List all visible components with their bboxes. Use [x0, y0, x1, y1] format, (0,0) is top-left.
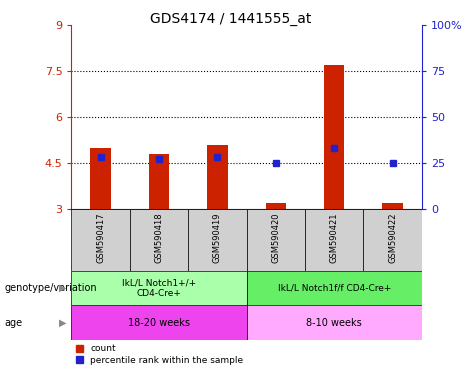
- Bar: [71, 271, 247, 305]
- Bar: [207, 145, 228, 209]
- Text: ▶: ▶: [59, 283, 67, 293]
- Text: 18-20 weeks: 18-20 weeks: [128, 318, 190, 328]
- Text: 8-10 weeks: 8-10 weeks: [307, 318, 362, 328]
- Text: GSM590419: GSM590419: [213, 212, 222, 263]
- Text: IkL/L Notch1+/+
CD4-Cre+: IkL/L Notch1+/+ CD4-Cre+: [122, 278, 196, 298]
- Bar: [90, 148, 111, 209]
- Bar: [247, 209, 305, 271]
- Bar: [71, 305, 247, 340]
- Bar: [188, 209, 247, 271]
- Text: genotype/variation: genotype/variation: [5, 283, 97, 293]
- Legend: count, percentile rank within the sample: count, percentile rank within the sample: [76, 344, 243, 365]
- Text: GSM590417: GSM590417: [96, 212, 105, 263]
- Text: GSM590420: GSM590420: [272, 212, 280, 263]
- Bar: [247, 305, 422, 340]
- Bar: [71, 209, 130, 271]
- Bar: [247, 271, 422, 305]
- Text: ▶: ▶: [59, 318, 67, 328]
- Text: GSM590422: GSM590422: [388, 212, 397, 263]
- Text: age: age: [5, 318, 23, 328]
- Bar: [363, 209, 422, 271]
- Bar: [130, 209, 188, 271]
- Bar: [324, 65, 344, 209]
- Bar: [305, 209, 363, 271]
- Bar: [266, 203, 286, 209]
- Text: GDS4174 / 1441555_at: GDS4174 / 1441555_at: [150, 12, 311, 25]
- Text: GSM590421: GSM590421: [330, 212, 339, 263]
- Text: GSM590418: GSM590418: [154, 212, 164, 263]
- Bar: [149, 154, 169, 209]
- Bar: [382, 203, 403, 209]
- Text: IkL/L Notch1f/f CD4-Cre+: IkL/L Notch1f/f CD4-Cre+: [278, 283, 391, 293]
